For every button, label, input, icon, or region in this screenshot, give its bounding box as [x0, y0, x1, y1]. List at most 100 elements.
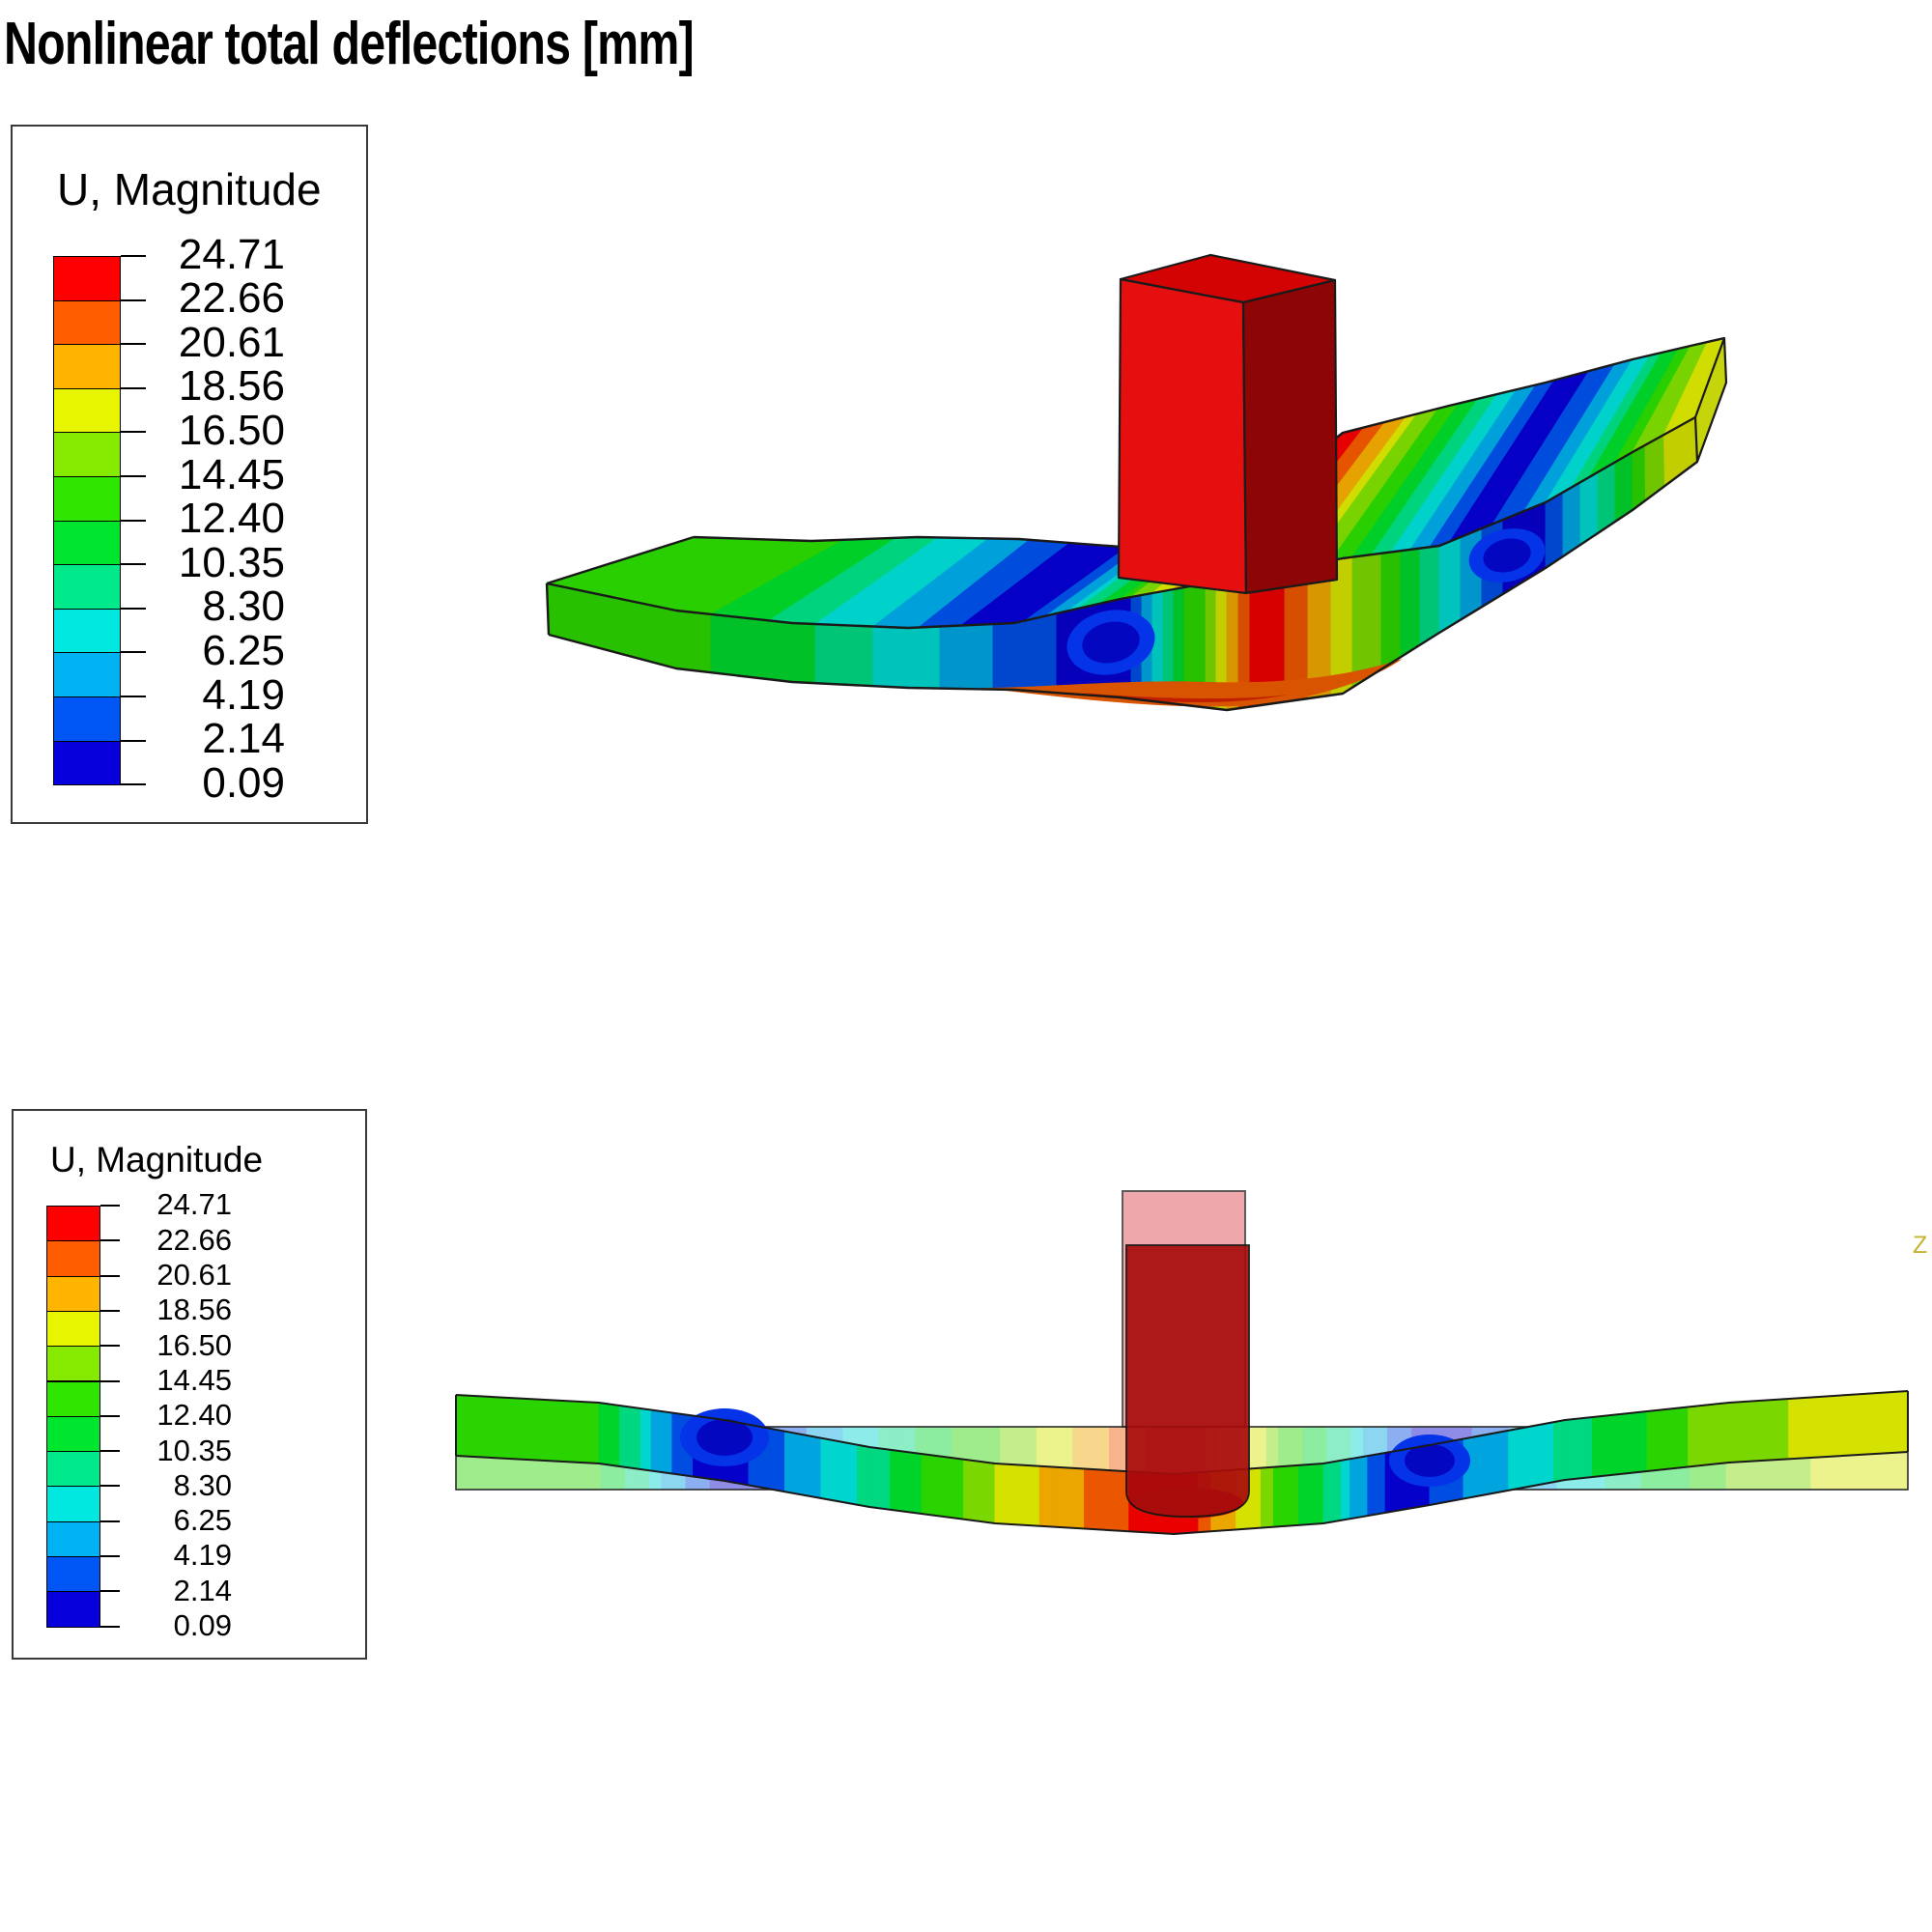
contour-strip	[1084, 1468, 1100, 1530]
contour-strip	[1743, 1400, 1760, 1463]
contour-strip	[1024, 1464, 1040, 1527]
contour-strip	[952, 1457, 964, 1520]
legend-primary: U, Magnitude 24.71 22.66 20.61 18.56 16.50 14.…	[11, 125, 368, 824]
legend-tick	[100, 1625, 120, 1628]
iso-plate-side-face	[546, 416, 1698, 711]
contour-strip	[1285, 1464, 1299, 1527]
contour-strip	[491, 1396, 504, 1460]
contour-strip	[526, 1398, 540, 1462]
contour-strip	[637, 602, 652, 663]
contour-strip	[698, 612, 712, 673]
contour-strip	[562, 1400, 576, 1463]
contour-strip	[826, 624, 839, 685]
contour-strip	[994, 1463, 1010, 1525]
contour-strip	[1688, 1405, 1703, 1468]
legend-tick-label: 10.35	[156, 1433, 232, 1467]
contour-strip	[1519, 1425, 1532, 1490]
contour-strip	[1862, 1392, 1879, 1456]
legend-tick	[121, 255, 146, 257]
contour-strip	[1297, 1463, 1312, 1526]
legend-tick	[121, 739, 146, 742]
contour-strip	[598, 593, 613, 653]
contour-strip	[1553, 491, 1564, 563]
contour-strip	[928, 626, 941, 690]
legend-tick	[100, 1274, 120, 1277]
legend-tick-label: 6.25	[173, 1503, 232, 1538]
plate-edge	[455, 1451, 1909, 1535]
legend-tick-label: 6.25	[202, 627, 285, 674]
contour-strip	[1485, 1432, 1498, 1495]
legend-tick	[100, 1485, 120, 1488]
contour-strip	[1390, 550, 1402, 665]
contour-strip	[1045, 612, 1058, 694]
legend-tick-label: 8.30	[173, 1467, 232, 1502]
contour-strip	[1564, 1417, 1579, 1481]
contour-strip	[1098, 1468, 1115, 1531]
legend-tick-label: 22.66	[156, 1222, 232, 1257]
contour-strip	[981, 623, 994, 691]
legend-tick	[100, 1590, 120, 1593]
contour-strip	[630, 1406, 641, 1470]
contour-strip	[1003, 622, 1015, 691]
legend-tick	[100, 1205, 120, 1207]
legend-title: U, Magnitude	[57, 164, 322, 214]
contour-strip	[1803, 1396, 1819, 1459]
contour-strip	[1260, 1466, 1274, 1529]
contour-strip	[1847, 1393, 1864, 1457]
contour-strip	[619, 1405, 631, 1469]
contour-strip	[791, 622, 805, 684]
contour-strip	[1013, 619, 1026, 692]
contour-strip	[780, 621, 793, 683]
iso-plate-outlines	[545, 336, 1725, 712]
legend-tick	[121, 783, 146, 786]
contour-strip	[558, 585, 575, 642]
legend-tick	[121, 343, 146, 346]
contour-strip	[586, 1401, 600, 1464]
contour-strip	[900, 1450, 912, 1514]
iso-plate-underside-core	[1082, 693, 1289, 703]
contour-strip	[1892, 1390, 1909, 1454]
contour-strip	[598, 1402, 611, 1466]
contour-strip	[803, 623, 816, 684]
contour-strip	[1644, 440, 1653, 501]
contour-strip	[1701, 1403, 1717, 1466]
legend-tick	[100, 1345, 120, 1348]
punch-front-face	[1117, 277, 1248, 595]
plate-edge	[546, 415, 1696, 630]
contour-strip	[1818, 1395, 1834, 1458]
contour-strip	[861, 625, 874, 687]
legend-tick-label: 14.45	[156, 1362, 232, 1397]
legend-tick-label: 10.35	[178, 538, 285, 586]
contour-strip	[1496, 1430, 1510, 1493]
contour-strip	[1773, 1398, 1790, 1461]
legend-tick-label: 0.09	[173, 1608, 232, 1642]
contour-strip	[584, 590, 601, 649]
iso-plate-right-end-cap	[1693, 336, 1728, 464]
contour-strip	[1588, 471, 1599, 540]
legend-color-band	[53, 256, 121, 301]
contour-strip	[1660, 1407, 1675, 1471]
contour-strip	[1310, 1463, 1324, 1525]
contour-strip	[1788, 1397, 1804, 1460]
legend-tick	[100, 1555, 120, 1557]
contour-strip	[671, 1411, 684, 1476]
contour-strip	[796, 1433, 810, 1497]
displacement-node-ellipse	[1082, 621, 1140, 664]
legend-tick	[121, 563, 146, 566]
legend-tick	[121, 519, 146, 522]
plate-edge	[546, 535, 695, 585]
contour-strip	[1331, 1460, 1342, 1522]
contour-strip	[918, 626, 930, 689]
contour-strip	[1577, 1416, 1593, 1480]
rigid-punch-elevation	[1122, 1190, 1250, 1519]
contour-strip	[1419, 546, 1431, 646]
contour-strip	[1474, 1434, 1487, 1497]
legend-color-band	[53, 652, 121, 697]
contour-strip	[890, 1449, 901, 1512]
contour-strip	[895, 627, 909, 689]
contour-strip	[971, 624, 983, 690]
contour-strip	[784, 1431, 798, 1495]
contour-strip	[1009, 1463, 1026, 1526]
contour-strip	[1597, 466, 1607, 534]
